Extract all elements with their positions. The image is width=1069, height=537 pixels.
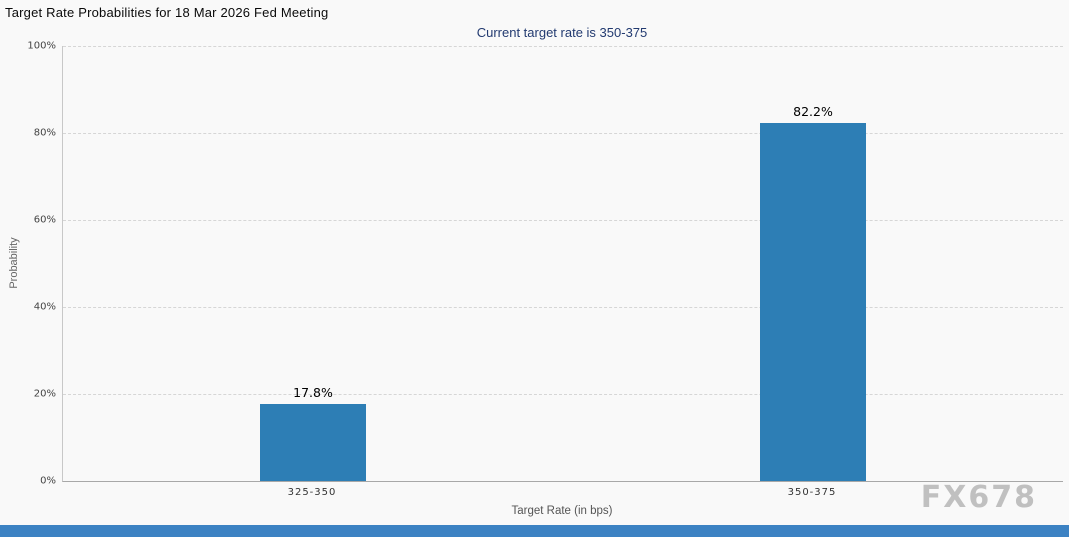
bar-value-label: 82.2% (793, 104, 833, 120)
y-tick-label: 20% (33, 388, 56, 400)
footer-accent-bar (0, 525, 1069, 537)
bar-slot: 82.2% (563, 46, 1063, 481)
x-tick-label: 325-350 (287, 487, 337, 498)
bar-325-350[interactable] (260, 403, 366, 481)
watermark: FX678 (920, 480, 1037, 515)
gridline (63, 307, 1063, 308)
y-tick-label: 40% (33, 301, 56, 313)
y-tick-label: 100% (27, 40, 56, 52)
y-axis-label: Probability (8, 237, 20, 289)
y-tick-label: 80% (33, 127, 56, 139)
gridline (63, 220, 1063, 221)
bar-slot: 17.8% (63, 46, 563, 481)
bar-slots: 17.8% 82.2% (63, 46, 1063, 481)
gridline (63, 46, 1063, 47)
gridline (63, 394, 1063, 395)
x-axis-label: Target Rate (in bps) (511, 505, 613, 517)
y-tick-label: 0% (40, 475, 56, 487)
chart-title: Target Rate Probabilities for 18 Mar 202… (5, 5, 329, 20)
plot-area: 0% 20% 40% 60% 80% 100% 17.8% 82.2% (27, 41, 1063, 487)
gridline (63, 133, 1063, 134)
x-tick-label: 350-375 (787, 487, 837, 498)
bar-350-375[interactable] (760, 123, 866, 481)
y-tick-label: 60% (33, 214, 56, 226)
x-axis-ticks: 325-350 350-375 (62, 487, 1062, 498)
bar-value-label: 17.8% (293, 384, 333, 400)
chart-subtitle: Current target rate is 350-375 (476, 25, 648, 40)
